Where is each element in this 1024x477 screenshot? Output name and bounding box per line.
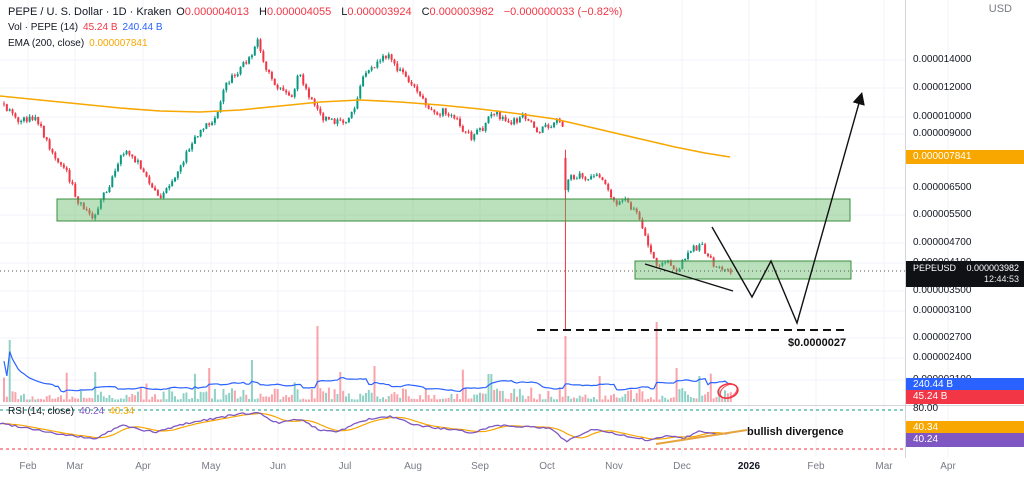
time-axis-label: Nov (605, 461, 623, 472)
open-value: 0.000004013 (184, 6, 250, 18)
high-value: 0.000004055 (266, 6, 332, 18)
time-axis-label: Mar (875, 461, 893, 472)
price-axis-label: 0.000004700 (913, 237, 972, 248)
volume-ma: 240.44 B (122, 22, 163, 33)
volume-ma-badge: 240.44 B (906, 378, 1024, 392)
rsi-pane (0, 409, 905, 450)
supply-demand-zone-1 (56, 198, 851, 222)
volume-current: 45.24 B (83, 22, 118, 33)
supply-demand-zone-2 (634, 260, 852, 280)
close-label: C (421, 6, 430, 18)
high-label: H (259, 6, 267, 18)
time-axis-label: Jun (269, 461, 287, 472)
time-axis-label: Feb (19, 461, 37, 472)
rsi-legend-row[interactable]: RSI (14, close) 40.24 40.34 (8, 406, 139, 417)
divergence-label[interactable]: bullish divergence (747, 426, 844, 438)
rsi-value: 40.24 (79, 406, 105, 417)
time-axis-label: Mar (66, 461, 84, 472)
low-value: 0.000003924 (347, 6, 412, 18)
time-axis[interactable]: Feb Mar Apr May Jun Jul Aug Sep Oct Nov Dec 2026 Feb… (0, 458, 1024, 477)
candles (3, 37, 732, 330)
price-axis-label: 0.000010000 (913, 111, 972, 122)
price-badge-countdown: 12:44:53 (983, 274, 1019, 284)
current-price-badge: PEPEUSD 0.000003982 12:44:53 (906, 261, 1024, 287)
time-axis-label: May (201, 461, 221, 472)
price-axis-label: 0.000002700 (913, 332, 972, 343)
open-label: O (176, 6, 185, 18)
trendline (644, 263, 734, 292)
ema-label: EMA (200, close) (8, 38, 85, 49)
price-badge-symbol: PEPEUSD (913, 263, 957, 273)
price-axis-label: 0.000009000 (913, 128, 972, 139)
time-axis-label: Sep (471, 461, 489, 472)
rsi-axis-label: 80.00 (913, 403, 939, 414)
close-value: 0.000003982 (429, 6, 494, 18)
price-axis-label: 0.000004100 (913, 257, 972, 268)
circled-highlight-icon (717, 383, 739, 399)
volume-bars (3, 322, 732, 402)
ema-value-badge: 0.000007841 (906, 150, 1024, 164)
price-target-label[interactable]: $0.0000027 (788, 337, 847, 349)
change-value: −0.000000033 (−0.82%) (503, 6, 623, 18)
symbol-title: PEPE / U. S. Dollar · 1D · Kraken (8, 6, 172, 18)
price-axis-label: 0.000003500 (913, 285, 972, 296)
ema-value: 0.000007841 (89, 38, 148, 49)
price-badge-price: 0.000003982 (966, 263, 1019, 273)
price-axis-label: 0.000014000 (913, 54, 972, 65)
price-axis-label: 0.000003100 (913, 305, 972, 316)
projection-path (711, 91, 865, 326)
low-label: L (341, 6, 348, 18)
rsi-ma-badge: 40.34 (906, 421, 1024, 435)
rsi-divergence-trendline (655, 429, 748, 445)
rsi-value-badge: 40.24 (906, 433, 1024, 447)
time-axis-label: Dec (673, 461, 691, 472)
ema-legend-row[interactable]: EMA (200, close) 0.000007841 (8, 36, 627, 52)
time-axis-label: Apr (135, 461, 151, 472)
time-axis-label: Jul (338, 461, 352, 472)
price-axis-label: 0.000002400 (913, 352, 972, 363)
price-axis-label: 0.000006500 (913, 182, 972, 193)
rsi-label: RSI (14, close) (8, 406, 75, 417)
price-axis-label: 0.000012000 (913, 82, 972, 93)
time-axis-label: 2026 (737, 461, 761, 472)
price-axis-label: 0.000005500 (913, 209, 972, 220)
volume-value-badge: 45.24 B (906, 390, 1024, 404)
rsi-ma-value: 40.34 (109, 406, 135, 417)
volume-label: Vol · PEPE (14) (8, 22, 79, 33)
chart-legend: PEPE / U. S. Dollar · 1D · Kraken O0.0000… (8, 4, 627, 52)
time-axis-label: Apr (940, 461, 956, 472)
time-axis-label: Oct (539, 461, 555, 472)
ema-200-line (0, 95, 731, 158)
time-axis-label: Feb (807, 461, 825, 472)
rsi-line (0, 411, 730, 443)
volume-legend-row[interactable]: Vol · PEPE (14) 45.24 B 240.44 B (8, 20, 627, 36)
currency-label: USD (988, 3, 1012, 15)
rsi-ma-line (0, 412, 729, 440)
symbol-legend-row[interactable]: PEPE / U. S. Dollar · 1D · Kraken O0.0000… (8, 4, 627, 20)
price-axis[interactable]: USD PEPEUSD 0.000003982 12:44:53 0.00001… (906, 0, 1024, 458)
volume-ma-line (3, 351, 731, 393)
time-axis-label: Aug (404, 461, 422, 472)
